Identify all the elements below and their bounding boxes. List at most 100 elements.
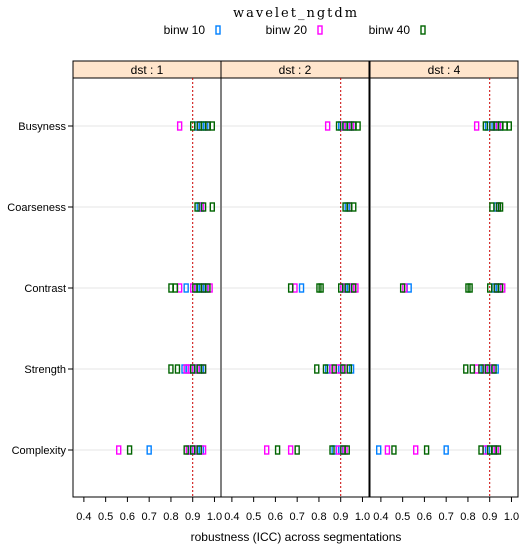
point-binw-10-complexity bbox=[376, 445, 382, 455]
legend-label-binw-10: binw 10 bbox=[164, 23, 206, 37]
point-binw-40-complexity bbox=[391, 445, 397, 455]
x-tick-label: 0.4 bbox=[373, 511, 388, 523]
x-tick-label: 1.0 bbox=[207, 511, 222, 523]
y-axis: Busyness Coarseness Contrast Strength Comple… bbox=[7, 121, 73, 457]
panel-frame bbox=[220, 77, 370, 498]
point-binw-40-busyness bbox=[482, 121, 489, 131]
point-binw-40-strength bbox=[174, 364, 181, 374]
point-binw-40-strength bbox=[168, 364, 174, 374]
x-axis-label: robustness (ICC) across segmentations bbox=[191, 530, 402, 544]
point-binw-40-busyness bbox=[335, 121, 342, 131]
point-binw-40-strength bbox=[463, 364, 469, 374]
legend-marker-binw-40 bbox=[420, 25, 426, 35]
x-tick-label: 0.9 bbox=[333, 511, 348, 523]
x-tick-label: 0.5 bbox=[395, 511, 410, 523]
point-binw-40-complexity bbox=[294, 445, 300, 455]
x-tick-label: 0.9 bbox=[185, 511, 200, 523]
point-binw-40-contrast bbox=[338, 283, 344, 293]
panel-dst-1: dst : 1 bbox=[72, 60, 222, 498]
point-binw-10-contrast bbox=[298, 283, 305, 293]
point-binw-20-complexity bbox=[413, 445, 419, 455]
point-binw-40-complexity bbox=[126, 445, 133, 455]
point-binw-40-contrast bbox=[344, 283, 350, 293]
point-binw-40-contrast bbox=[467, 283, 473, 293]
x-tick-label: 0.7 bbox=[290, 511, 305, 523]
point-binw-40-strength bbox=[340, 364, 346, 374]
strip-label: dst : 1 bbox=[131, 63, 164, 77]
point-binw-40-complexity bbox=[344, 445, 350, 455]
x-tick-label: 0.9 bbox=[482, 511, 497, 523]
point-binw-40-contrast bbox=[351, 283, 357, 293]
panel-dst-2: dst : 2 bbox=[220, 60, 370, 498]
x-tick-label: 0.8 bbox=[311, 511, 326, 523]
point-binw-40-strength bbox=[322, 364, 329, 374]
legend-marker-binw-20 bbox=[317, 25, 323, 35]
point-binw-40-busyness bbox=[209, 121, 215, 131]
panel-frame bbox=[369, 77, 519, 498]
point-binw-40-strength bbox=[484, 364, 491, 374]
point-binw-10-complexity bbox=[443, 445, 449, 455]
x-tick-label: 0.4 bbox=[76, 511, 91, 523]
category-label-contrast: Contrast bbox=[24, 283, 66, 295]
x-tick-label: 0.5 bbox=[98, 511, 113, 523]
x-tick-label: 1.0 bbox=[355, 511, 370, 523]
point-binw-40-coarseness bbox=[489, 202, 495, 212]
point-binw-40-complexity bbox=[183, 445, 189, 455]
strip-label: dst : 2 bbox=[279, 63, 312, 77]
strip-label: dst : 4 bbox=[428, 63, 461, 77]
category-label-busyness: Busyness bbox=[18, 121, 66, 133]
point-binw-40-strength bbox=[331, 364, 337, 374]
point-binw-10-contrast bbox=[183, 283, 189, 293]
legend: binw 10 binw 20 binw 40 bbox=[164, 23, 426, 37]
point-binw-40-coarseness bbox=[497, 202, 504, 212]
point-binw-40-coarseness bbox=[209, 202, 215, 212]
point-binw-20-busyness bbox=[176, 121, 183, 131]
point-binw-20-complexity bbox=[264, 445, 270, 455]
category-label-coarseness: Coarseness bbox=[7, 202, 66, 214]
point-binw-40-strength bbox=[190, 364, 196, 374]
point-binw-40-busyness bbox=[190, 121, 196, 131]
point-binw-40-contrast bbox=[287, 283, 294, 293]
point-binw-20-complexity bbox=[384, 445, 391, 455]
x-tick-label: 0.6 bbox=[120, 511, 135, 523]
category-label-strength: Strength bbox=[24, 364, 66, 376]
x-tick-label: 1.0 bbox=[504, 511, 519, 523]
point-binw-10-complexity bbox=[146, 445, 152, 455]
point-binw-40-busyness bbox=[355, 121, 361, 131]
x-tick-label: 0.8 bbox=[163, 511, 178, 523]
x-tick-label: 0.6 bbox=[268, 511, 283, 523]
point-binw-40-complexity bbox=[196, 445, 202, 455]
point-binw-40-complexity bbox=[274, 445, 281, 455]
point-binw-40-contrast bbox=[205, 283, 211, 293]
x-tick-label: 0.5 bbox=[246, 511, 261, 523]
panel-dst-4: dst : 4 bbox=[369, 60, 519, 498]
point-binw-40-contrast bbox=[497, 283, 504, 293]
point-binw-20-complexity bbox=[116, 445, 122, 455]
point-binw-40-complexity bbox=[495, 445, 502, 455]
point-binw-20-busyness bbox=[324, 121, 331, 131]
point-binw-40-contrast bbox=[487, 283, 493, 293]
x-tick-label: 0.8 bbox=[460, 511, 475, 523]
point-binw-40-strength bbox=[478, 364, 484, 374]
x-axis: 0.4 0.5 0.6 0.7 0.8 0.9 1.0 0.4 0.5 0.6 0.7 0.8 0.9 1… bbox=[76, 497, 519, 523]
x-tick-label: 0.7 bbox=[439, 511, 454, 523]
point-binw-40-strength bbox=[491, 364, 497, 374]
x-tick-label: 0.6 bbox=[417, 511, 432, 523]
point-binw-40-strength bbox=[469, 364, 475, 374]
point-binw-40-complexity bbox=[190, 445, 196, 455]
x-tick-label: 0.7 bbox=[142, 511, 157, 523]
legend-marker-binw-10 bbox=[215, 25, 221, 35]
point-binw-20-complexity bbox=[287, 445, 294, 455]
x-tick-label: 0.4 bbox=[224, 511, 239, 523]
point-binw-40-coarseness bbox=[351, 202, 357, 212]
category-label-complexity: Complexity bbox=[12, 445, 67, 457]
point-binw-40-complexity bbox=[329, 445, 335, 455]
point-binw-40-complexity bbox=[478, 445, 484, 455]
point-binw-40-contrast bbox=[318, 283, 324, 293]
point-binw-20-busyness bbox=[473, 121, 480, 131]
point-binw-40-complexity bbox=[423, 445, 430, 455]
point-binw-40-coarseness bbox=[200, 202, 207, 212]
legend-label-binw-20: binw 20 bbox=[266, 23, 308, 37]
point-binw-40-strength bbox=[200, 364, 207, 374]
